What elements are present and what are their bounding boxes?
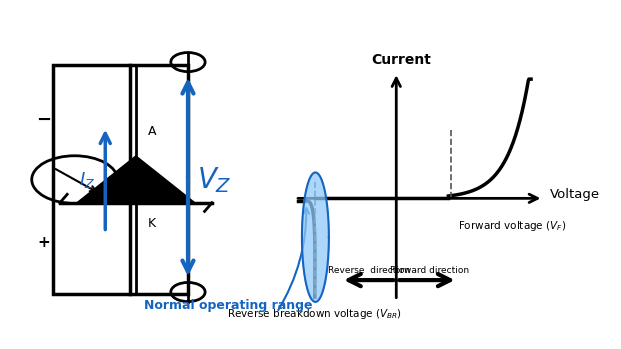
Text: $I_Z$: $I_Z$ — [79, 170, 95, 190]
Text: Reverse breakdown voltage ($V_{BR}$): Reverse breakdown voltage ($V_{BR}$) — [227, 307, 402, 321]
Text: +: + — [38, 235, 50, 250]
Text: Reverse  direction: Reverse direction — [328, 266, 410, 275]
Text: $V_Z$: $V_Z$ — [197, 165, 232, 194]
Text: A: A — [148, 125, 156, 139]
Text: Forward direction: Forward direction — [391, 266, 469, 275]
Text: K: K — [148, 217, 156, 230]
Polygon shape — [78, 156, 194, 203]
Text: Current: Current — [371, 53, 431, 67]
Text: −: − — [37, 111, 52, 129]
Text: Normal operating range: Normal operating range — [143, 299, 312, 312]
Polygon shape — [302, 172, 329, 302]
Text: Forward voltage ($V_F$): Forward voltage ($V_F$) — [458, 219, 566, 233]
Text: Voltage: Voltage — [550, 188, 599, 201]
